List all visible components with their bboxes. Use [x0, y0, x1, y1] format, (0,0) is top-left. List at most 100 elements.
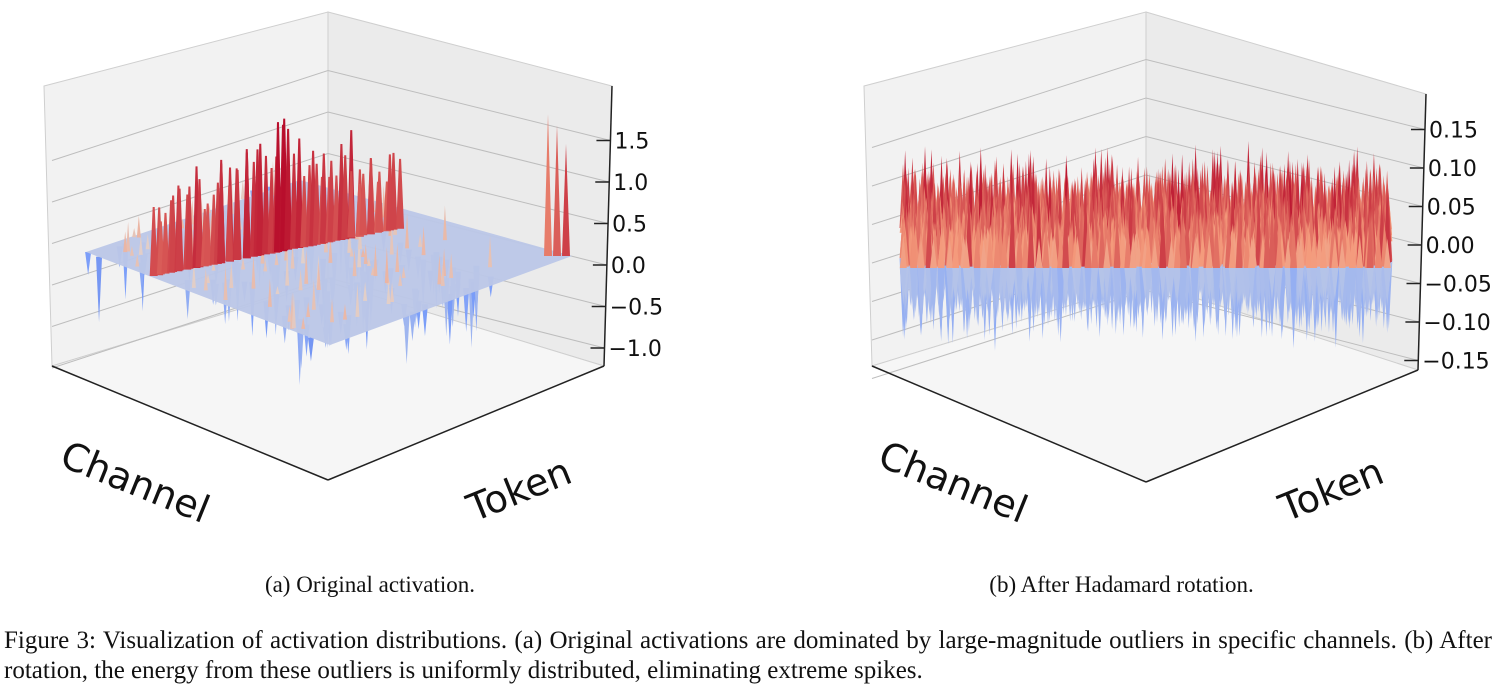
ripple: [240, 179, 245, 200]
surface-spike-negative: [986, 268, 994, 300]
negative-spike: [85, 251, 92, 275]
surface-spike-negative: [1124, 268, 1132, 301]
ripple: [285, 249, 290, 286]
surface-spike: [1173, 224, 1181, 268]
outlier-spike: [327, 160, 336, 242]
outlier-spike: [295, 138, 304, 248]
surface-spike: [1021, 222, 1029, 268]
ripple: [203, 268, 208, 291]
outlier-spike: [195, 179, 204, 268]
outlier-spike: [185, 186, 194, 269]
ripple: [363, 243, 368, 265]
ripple: [298, 269, 303, 291]
surface-spike: [1290, 216, 1298, 268]
surface-spike: [952, 230, 960, 268]
negative-spike: [403, 314, 410, 364]
surface-spike: [1338, 238, 1346, 268]
negative-spike: [409, 311, 416, 342]
ripple: [263, 259, 268, 272]
surface-spike-negative: [1248, 268, 1256, 311]
ripple: [191, 259, 196, 288]
surface-spike: [980, 238, 988, 268]
ripple: [206, 273, 211, 284]
ripple: [373, 243, 378, 276]
surface-spike: [1057, 224, 1065, 268]
ripple: [357, 230, 362, 268]
ripple: [395, 243, 400, 272]
outlier-spike: [347, 171, 356, 238]
outlier-spike: [242, 149, 251, 258]
z-tick-label: −0.05: [1425, 273, 1492, 298]
surface-spike: [1103, 238, 1111, 268]
ripple: [132, 228, 137, 238]
ripple: [488, 236, 493, 268]
x-axis-label-channel-b: Channel: [873, 433, 1034, 532]
surface-spike: [962, 236, 970, 268]
surface-spike-negative: [917, 268, 925, 322]
surface-spike: [1000, 223, 1008, 268]
ripple: [251, 254, 256, 289]
floor-edge-left-a: [51, 365, 329, 481]
surface-spike: [1205, 234, 1213, 268]
surface-spike-negative: [1243, 268, 1251, 307]
surface-spike: [1051, 234, 1059, 268]
outlier-spike: [284, 128, 293, 250]
surface-spike-negative: [1173, 268, 1181, 303]
surface-spike: [1275, 222, 1283, 268]
ripple: [352, 248, 357, 277]
ripple: [211, 262, 216, 271]
gridline: [51, 69, 611, 161]
ripple: [291, 292, 296, 329]
ripple: [129, 246, 134, 256]
ripple: [123, 231, 128, 253]
surface-spike-negative: [1284, 268, 1292, 306]
surface-spike: [1124, 218, 1132, 268]
surface-spike-negative: [1120, 268, 1128, 336]
surface-spike-negative: [962, 268, 970, 301]
gridline: [51, 152, 609, 244]
surface-spike: [1263, 206, 1271, 268]
outlier-spike: [175, 188, 184, 271]
surface-spike-negative: [1349, 268, 1357, 325]
surface-spike-negative: [1275, 268, 1283, 308]
ripple: [349, 247, 354, 257]
surface-spike-negative: [1263, 268, 1271, 320]
y-axis-label-token-a: Token: [460, 449, 578, 531]
surface-spike-negative: [1084, 268, 1092, 332]
surface-spike-negative: [1103, 268, 1111, 303]
surface-spike: [1151, 236, 1159, 268]
z-tick-label: 0.0: [611, 254, 646, 279]
surface-plot-b: −0.15−0.10−0.050.000.050.100.15 Channel …: [863, 11, 1492, 532]
surface-spike-negative: [1000, 268, 1008, 305]
surface-spike-negative: [1310, 268, 1318, 309]
surface-spike-negative: [993, 268, 1001, 319]
surface-spike: [1356, 234, 1364, 268]
surface-spike: [1098, 209, 1106, 268]
outlier-spike: [203, 203, 212, 266]
surface-spike: [1349, 231, 1357, 268]
surface-spike-negative: [1062, 268, 1070, 303]
ripple: [398, 273, 403, 286]
ripple: [135, 253, 140, 267]
ripple: [384, 246, 389, 284]
ripple: [418, 233, 423, 247]
surface-plot-a: −1.0 −0.5 0.0 0.5 1.0 1.5 Channel Token: [43, 11, 663, 532]
outlier-spike: [261, 155, 270, 255]
z-tick-label: 0.00: [1426, 234, 1475, 259]
surface-spike: [1179, 214, 1187, 268]
negative-spike: [463, 288, 470, 332]
surface-spike-negative: [1296, 268, 1304, 305]
z-tick-label: −0.5: [610, 296, 663, 321]
surface-spike: [899, 235, 907, 268]
surface-spike: [1248, 236, 1256, 268]
ripple: [389, 221, 394, 255]
z-tick-label: 0.05: [1427, 196, 1476, 221]
gridline: [51, 111, 610, 203]
ripple: [274, 252, 279, 266]
negative-spike: [307, 337, 314, 362]
outlier-spike: [149, 206, 158, 276]
edge-spike: [562, 143, 570, 256]
surface-spike: [1042, 219, 1050, 268]
ripple: [138, 234, 143, 255]
surface-spike-negative: [937, 268, 945, 339]
